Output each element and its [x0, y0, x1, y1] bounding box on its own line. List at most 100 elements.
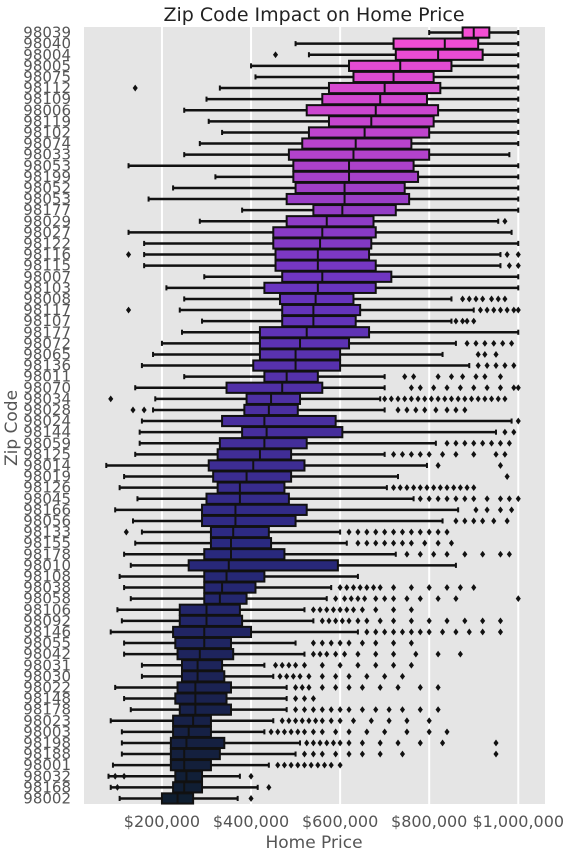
- box-iqr: [278, 292, 355, 306]
- outlier-point: [391, 528, 397, 536]
- boxes: [105, 26, 521, 805]
- outlier-point: [484, 306, 490, 314]
- box-98019: [123, 470, 510, 483]
- x-tick-label: $800,000: [391, 812, 467, 831]
- outlier-point: [373, 528, 379, 536]
- box-98045: [136, 492, 521, 505]
- y-tick-label: 98008: [23, 290, 71, 308]
- outlier-point: [357, 584, 363, 591]
- y-tick-label: 98005: [23, 57, 71, 75]
- outlier-point: [466, 295, 472, 303]
- box-98008: [183, 292, 508, 306]
- outlier-point: [295, 761, 301, 769]
- y-tick-label: 98122: [23, 234, 71, 252]
- outlier-point: [364, 617, 370, 625]
- outlier-point: [497, 384, 504, 392]
- outlier-point: [448, 395, 455, 403]
- box-iqr: [203, 592, 248, 605]
- outlier-point: [337, 584, 343, 591]
- outlier-point: [506, 262, 512, 270]
- outlier-point: [489, 439, 495, 447]
- outlier-point: [515, 251, 521, 258]
- outlier-point: [364, 539, 370, 547]
- outlier-point: [373, 661, 379, 669]
- outlier-point: [408, 539, 414, 547]
- outlier-point: [337, 761, 343, 769]
- outlier-point: [326, 617, 332, 625]
- outlier-point: [453, 495, 459, 503]
- outlier-point: [444, 484, 450, 492]
- outlier-point: [391, 484, 397, 492]
- y-tick-label: 98053: [23, 157, 71, 175]
- y-tick-label: 98103: [23, 279, 71, 297]
- outlier-point: [408, 584, 414, 591]
- outlier-point: [301, 695, 308, 702]
- y-tick-label: 98055: [23, 634, 71, 652]
- outlier-point: [477, 306, 483, 314]
- outlier-point: [284, 672, 290, 680]
- outlier-point: [453, 517, 459, 525]
- box-iqr: [263, 370, 319, 383]
- outlier-point: [359, 684, 365, 691]
- outlier-point: [426, 617, 432, 625]
- outlier-point: [484, 362, 490, 369]
- box-98198: [120, 736, 499, 750]
- outlier-point: [319, 617, 325, 625]
- outlier-point: [457, 584, 463, 591]
- y-tick-label: 98108: [23, 567, 71, 585]
- outlier-point: [319, 661, 325, 669]
- y-tick-label: 98106: [23, 601, 71, 619]
- outlier-point: [497, 462, 504, 469]
- box-98002: [118, 792, 254, 805]
- outlier-point: [272, 661, 279, 669]
- outlier-point: [346, 684, 352, 691]
- box-iqr: [272, 226, 377, 239]
- box-98199: [214, 170, 520, 183]
- outlier-point: [293, 706, 299, 714]
- outlier-point: [444, 384, 450, 392]
- outlier-point: [491, 517, 497, 525]
- box-98058: [129, 592, 521, 605]
- outlier-point: [466, 628, 472, 636]
- box-iqr: [281, 315, 357, 328]
- outlier-point: [504, 306, 510, 314]
- outlier-point: [382, 672, 388, 680]
- outlier-point: [506, 550, 512, 558]
- outlier-point: [248, 772, 254, 780]
- outlier-point: [319, 750, 325, 758]
- outlier-point: [417, 706, 423, 714]
- outlier-point: [279, 661, 285, 669]
- outlier-point: [480, 550, 486, 558]
- outlier-point: [399, 628, 406, 636]
- outlier-point: [125, 251, 132, 258]
- y-tick-label: 98117: [23, 301, 71, 319]
- outlier-point: [382, 395, 388, 403]
- outlier-point: [319, 639, 325, 647]
- outlier-point: [346, 728, 352, 736]
- box-98168: [109, 781, 272, 794]
- x-tick-label: $600,000: [302, 812, 378, 831]
- outlier-point: [324, 650, 330, 658]
- box-iqr: [301, 137, 413, 150]
- outlier-point: [482, 395, 488, 403]
- outlier-point: [435, 650, 441, 658]
- outlier-point: [377, 684, 383, 691]
- y-tick-label: 98166: [23, 501, 71, 519]
- outlier-point: [426, 628, 432, 636]
- outlier-point: [417, 528, 423, 536]
- outlier-point: [377, 750, 383, 758]
- outlier-point: [515, 417, 521, 425]
- box-iqr: [174, 692, 228, 705]
- outlier-point: [344, 584, 350, 591]
- outlier-point: [337, 739, 343, 747]
- outlier-point: [511, 384, 517, 392]
- box-iqr: [281, 303, 362, 317]
- outlier-point: [408, 395, 414, 403]
- outlier-point: [377, 739, 383, 747]
- outlier-point: [473, 373, 479, 381]
- outlier-point: [364, 728, 370, 736]
- outlier-point: [444, 728, 450, 736]
- outlier-point: [114, 783, 120, 791]
- outlier-point: [440, 628, 446, 636]
- outlier-point: [497, 373, 504, 381]
